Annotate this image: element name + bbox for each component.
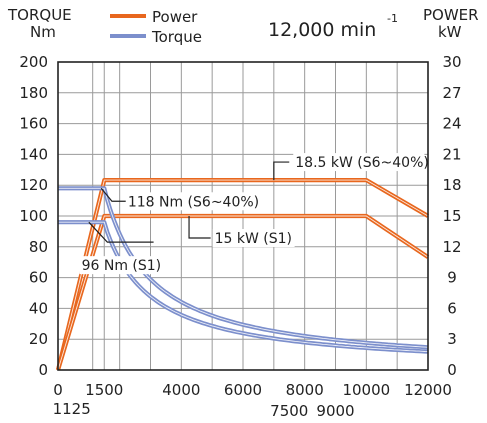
legend: Power Torque (110, 8, 202, 46)
left-axis-tick-label: 180 (19, 84, 48, 102)
x-axis-tick-label: 12000 (404, 381, 452, 399)
left-axis-tick-label: 140 (19, 145, 48, 163)
right-axis-tick-label: 18 (442, 176, 461, 194)
annotation-power-s1-background (212, 229, 295, 247)
right-axis-tick-label: 9 (447, 269, 457, 287)
annotation-torque-s1-background (79, 256, 162, 275)
annotation-power-s6-background (293, 153, 425, 172)
annotation-torque-s1-leader (88, 221, 154, 243)
right-axis-title-line1: POWER (423, 6, 479, 24)
annotations: 18.5 kW (S6~40%) 118 Nm (S6~40%) 15 kW (S1… (79, 153, 429, 275)
right-axis-title-line2: kW (438, 23, 462, 41)
left-axis-tick-label: 60 (29, 269, 48, 287)
left-axis-tick-label: 80 (29, 238, 48, 256)
right-axis-tick-label: 24 (442, 115, 461, 133)
max-speed-exponent: -1 (387, 12, 398, 25)
max-speed-label: 12,000 min (268, 19, 376, 41)
left-axis-tick-label: 120 (19, 176, 48, 194)
right-axis-tick-label: 30 (442, 53, 461, 71)
left-axis-tick-label: 100 (19, 207, 48, 225)
x-axis-tick-label: 10000 (342, 381, 390, 399)
x-axis-tick-label: 8000 (286, 381, 324, 399)
x-axis-extra-tick-label: 1125 (53, 400, 91, 418)
left-axis-tick-label: 160 (19, 115, 48, 133)
annotation-power-s6: 18.5 kW (S6~40%) (295, 155, 429, 171)
power-series-line-highlight (57, 215, 429, 371)
left-axis-tick-label: 200 (19, 53, 48, 71)
power-series-line-highlight (57, 179, 429, 371)
annotation-power-s6-leader (273, 161, 290, 181)
legend-torque-label: Torque (151, 28, 202, 46)
right-axis-tick-label: 21 (442, 145, 461, 163)
annotation-power-s1-leader (188, 216, 211, 239)
x-axis-tick-label: 4000 (162, 381, 200, 399)
annotation-torque-s6-background (125, 192, 249, 211)
tick-labels: 0 20 40 60 80 100 120 140 160 180 200 0 3 6 9 12 15 18 21 2… (19, 53, 461, 420)
right-axis-tick-label: 15 (442, 207, 461, 225)
series-lines (55, 178, 430, 371)
x-axis-tick-label: 6000 (224, 381, 262, 399)
left-axis-tick-label: 40 (29, 299, 48, 317)
left-axis-tick-label: 20 (29, 330, 48, 348)
legend-power-label: Power (152, 8, 198, 26)
right-axis-tick-label: 27 (442, 84, 461, 102)
right-axis-tick-label: 0 (447, 361, 457, 379)
plot-border (57, 61, 429, 371)
annotation-torque-s6-leader (100, 187, 126, 202)
plot-frame (57, 61, 429, 371)
x-axis-tick-label: 0 (53, 381, 63, 399)
torque-series-line-highlight (58, 187, 429, 348)
left-axis-title-line1: TORQUE (7, 6, 72, 24)
left-axis-tick-label: 0 (38, 361, 48, 379)
annotation-torque-s6: 118 Nm (S6~40%) (128, 194, 259, 210)
annotation-power-s1: 15 kW (S1) (215, 231, 292, 247)
right-axis-tick-label: 6 (447, 299, 457, 317)
annotation-torque-s1: 96 Nm (S1) (82, 258, 162, 274)
left-axis-title-line2: Nm (30, 23, 56, 41)
right-axis-tick-label: 12 (442, 238, 461, 256)
x-axis-extra-tick-label: 9000 (316, 402, 354, 420)
x-axis-tick-label: 1500 (85, 381, 123, 399)
x-axis-extra-tick-label: 7500 (270, 402, 308, 420)
torque-series-line-highlight (58, 221, 429, 353)
right-axis-tick-label: 3 (447, 330, 457, 348)
